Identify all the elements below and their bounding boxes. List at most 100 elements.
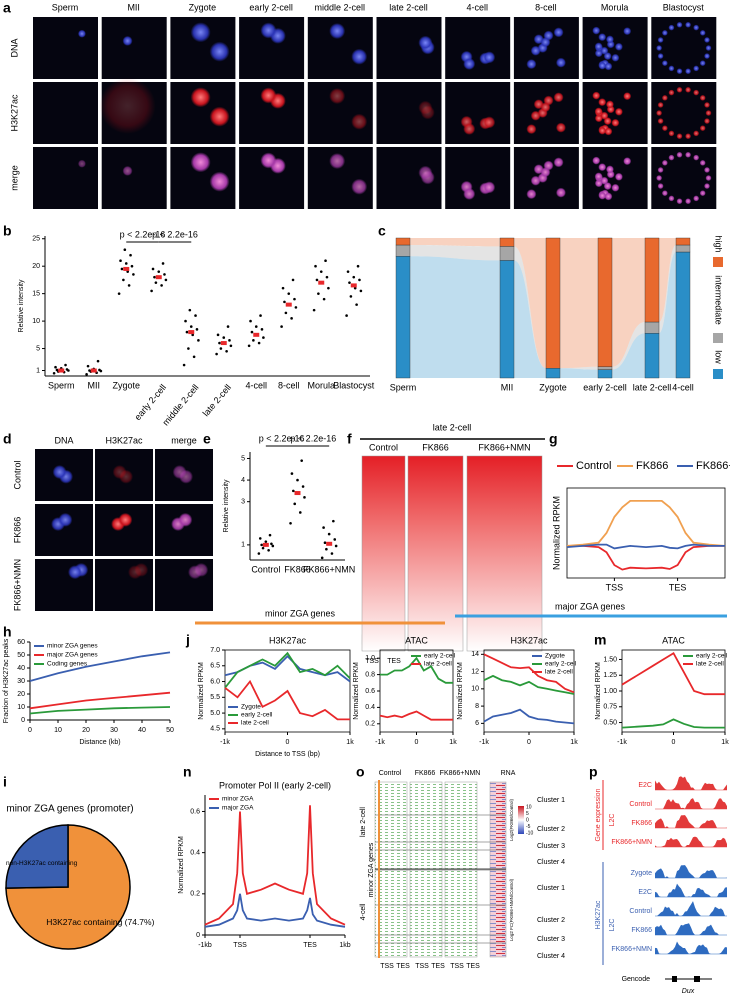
flow <box>560 238 598 369</box>
nucleus <box>661 94 668 101</box>
dot <box>303 496 306 499</box>
dot <box>352 275 356 279</box>
cluster-label: Cluster 3 <box>537 843 565 850</box>
y-tick-label: 0.75 <box>603 704 617 711</box>
chart-title: ATAC <box>405 635 428 645</box>
x-tick-label: 30 <box>110 727 118 734</box>
legend-label: late 2-cell <box>545 669 573 676</box>
dot <box>258 537 262 540</box>
nucleus <box>605 100 614 109</box>
flow <box>410 256 500 378</box>
bar-segment <box>644 321 660 334</box>
nucleus <box>187 565 202 580</box>
image-tile <box>95 504 153 556</box>
dot <box>119 259 122 263</box>
nucleus <box>594 172 603 181</box>
nucleus <box>329 23 346 40</box>
nucleus <box>657 166 664 173</box>
nucleus <box>605 35 614 44</box>
dot <box>54 365 57 369</box>
nucleus <box>704 36 711 43</box>
group-header: major ZGA genes <box>555 601 626 611</box>
nucleus <box>605 165 614 174</box>
y-tick-label: 6 <box>475 720 479 727</box>
x-tick-label: TSS <box>233 942 247 949</box>
nucleus <box>190 87 211 108</box>
image-tile <box>651 82 717 144</box>
x-tick-label: 0 <box>28 727 32 734</box>
nucleus <box>704 166 711 173</box>
y-tick-label: 5 <box>36 345 40 352</box>
dot <box>324 259 327 263</box>
nucleus <box>699 94 706 101</box>
coverage-track <box>655 883 727 897</box>
median <box>285 302 292 307</box>
nucleus <box>540 37 551 48</box>
nucleus <box>668 65 675 72</box>
coverage-track <box>655 776 727 790</box>
panel-label: e <box>203 431 211 447</box>
cluster-label: Cluster 1 <box>537 885 565 892</box>
dot <box>96 359 100 363</box>
track-label: E2C <box>638 782 652 789</box>
nucleus <box>77 29 86 38</box>
y-tick-label: 1.25 <box>603 672 617 679</box>
nucleus <box>526 124 537 135</box>
x-tick-label: 0 <box>415 739 419 746</box>
line <box>204 805 346 926</box>
nucleus <box>685 151 692 158</box>
column-label: H3K27ac <box>105 435 143 445</box>
x-tick-label: 4-cell <box>245 380 267 390</box>
dot <box>325 547 328 551</box>
nucleus <box>67 565 82 580</box>
image-background <box>445 17 511 79</box>
y-tick-label: 15 <box>32 290 40 297</box>
nucleus <box>676 68 683 75</box>
dot <box>267 548 270 552</box>
image-background <box>651 82 717 144</box>
dot <box>334 544 338 548</box>
nucleus <box>676 86 683 93</box>
nucleus <box>676 133 683 140</box>
nucleus <box>209 106 230 127</box>
nucleus <box>598 33 607 42</box>
dot <box>268 533 272 537</box>
x-axis-label: Distance to TSS (bp) <box>255 751 320 758</box>
nucleus <box>685 68 692 75</box>
cluster-label: Cluster 4 <box>537 953 565 960</box>
image-tile <box>170 147 236 209</box>
annotation: p < 2.2e-16 <box>290 433 336 443</box>
nucleus <box>699 125 706 132</box>
dot <box>154 281 158 284</box>
column-label: Morula <box>601 2 629 12</box>
y-tick-label: 1.0 <box>365 655 375 662</box>
nucleus <box>260 152 277 169</box>
dot <box>98 368 101 372</box>
image-tile <box>99 77 167 144</box>
column-label: FK866+NMN <box>478 442 530 452</box>
image-background <box>651 147 717 209</box>
track-label: Control <box>629 801 652 808</box>
bar-segment <box>597 369 613 379</box>
dot <box>191 333 194 337</box>
x-tick-label: 50 <box>166 727 174 734</box>
nucleus <box>603 117 612 126</box>
dot <box>353 286 357 290</box>
column-label: merge <box>171 435 197 445</box>
dot <box>252 339 255 342</box>
dot <box>317 292 320 295</box>
group-label: H3K27ac <box>595 900 602 929</box>
dot <box>229 344 233 348</box>
group-label: Gene expression <box>595 788 602 841</box>
nucleus <box>705 175 712 181</box>
nucleus <box>555 187 566 198</box>
chart-title: ATAC <box>662 635 685 645</box>
y-tick-label: 10 <box>17 704 25 711</box>
image-tile <box>35 559 93 611</box>
image-tile <box>95 449 153 501</box>
median <box>262 542 269 547</box>
y-tick-label: 4 <box>241 477 245 484</box>
dot <box>52 371 56 375</box>
nucleus <box>668 89 675 96</box>
dot <box>222 336 226 339</box>
